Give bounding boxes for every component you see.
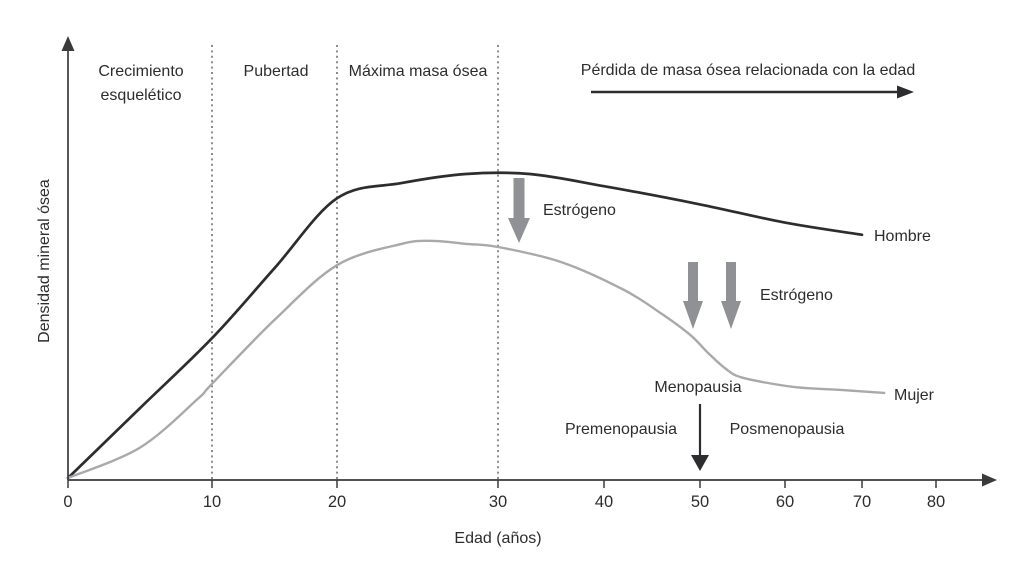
x-tick-label-10: 10 bbox=[202, 493, 222, 511]
x-tick-label-80: 80 bbox=[926, 493, 946, 511]
x-tick-label-30: 30 bbox=[488, 493, 508, 511]
x-tick-label-70: 70 bbox=[852, 493, 872, 511]
annotation-estrogeno-hombre: Estrógeno bbox=[543, 202, 616, 219]
age-loss-arrow bbox=[591, 85, 914, 99]
annotation-menopausia: Menopausia bbox=[654, 379, 742, 396]
x-axis-arrowhead-icon bbox=[982, 473, 997, 487]
x-tick-label-50: 50 bbox=[690, 493, 710, 511]
phase-label-pubertad: Pubertad bbox=[243, 63, 309, 80]
x-tick-label-20: 20 bbox=[327, 493, 347, 511]
curve-hombre bbox=[66, 171, 864, 480]
estrogen-arrow-right-icon bbox=[721, 262, 741, 329]
data-curves bbox=[66, 171, 886, 480]
x-tick-label-60: 60 bbox=[775, 493, 795, 511]
x-axis-title: Edad (años) bbox=[454, 530, 542, 547]
dashed-reference-lines bbox=[211, 45, 499, 480]
annotation-premenopausia: Premenopausia bbox=[564, 421, 678, 438]
menopause-arrow bbox=[691, 404, 709, 471]
x-axis-ticks bbox=[67, 480, 937, 488]
age-loss-arrowhead-icon bbox=[897, 85, 914, 99]
series-label-hombre: Hombre bbox=[874, 228, 931, 245]
axes bbox=[61, 36, 997, 488]
y-axis-title: Densidad mineral ósea bbox=[36, 179, 53, 343]
curve-mujer bbox=[66, 239, 886, 480]
x-tick-label-0: 0 bbox=[63, 493, 73, 511]
y-axis-arrowhead-icon bbox=[61, 36, 75, 51]
phase-label-maxima-masa: Máxima masa ósea bbox=[348, 63, 488, 80]
estrogen-arrow-left-icon bbox=[683, 262, 703, 329]
menopause-arrowhead-icon bbox=[691, 455, 709, 471]
x-tick-label-40: 40 bbox=[594, 493, 614, 511]
phase-label-crecimiento: Crecimiento esquelético bbox=[98, 63, 184, 104]
estrogen-arrow-icon bbox=[508, 178, 530, 243]
annotation-posmenopausia: Posmenopausia bbox=[729, 421, 845, 438]
series-label-mujer: Mujer bbox=[894, 387, 935, 404]
phase-label-perdida-masa: Pérdida de masa ósea relacionada con la … bbox=[580, 62, 916, 79]
annotation-arrows bbox=[508, 85, 914, 471]
annotation-estrogeno-mujer: Estrógeno bbox=[760, 287, 833, 304]
